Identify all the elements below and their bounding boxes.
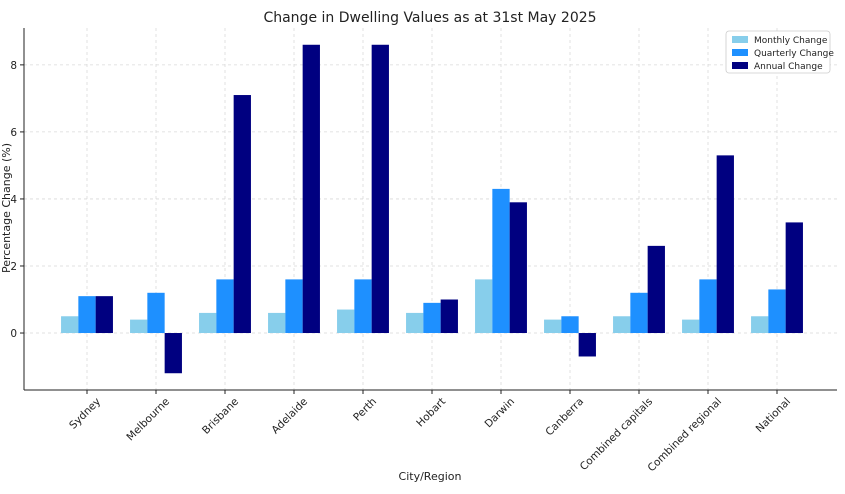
bar — [354, 279, 372, 334]
legend-label: Monthly Change — [754, 36, 828, 46]
x-tick-label: Combined capitals — [578, 396, 655, 473]
bar — [216, 279, 234, 334]
x-axis-label: City/Region — [399, 470, 462, 483]
bar — [492, 188, 510, 334]
bar — [78, 296, 96, 334]
legend: Monthly Change Quarterly Change Annual Cha… — [725, 30, 834, 74]
bar — [578, 333, 596, 357]
x-tick-label: Perth — [351, 396, 379, 424]
bar — [647, 245, 665, 334]
bar — [751, 316, 769, 334]
bar — [164, 333, 182, 374]
bars — [61, 44, 803, 374]
y-tick-labels: 0 2 4 6 8 — [10, 60, 17, 340]
x-tick-label: Hobart — [414, 396, 448, 430]
y-tick-label: 8 — [10, 60, 17, 72]
y-tick-label: 0 — [10, 328, 17, 340]
bar — [406, 312, 424, 334]
gridlines — [24, 28, 837, 390]
bar — [302, 44, 320, 334]
bar — [440, 299, 458, 334]
bar — [768, 289, 786, 334]
bar — [544, 319, 562, 334]
bar — [130, 319, 148, 334]
y-tick-label: 6 — [10, 127, 17, 139]
x-tick-labels: Sydney Melbourne Brisbane Adelaide Perth Hoba… — [67, 396, 793, 475]
x-tick-label: Darwin — [482, 396, 517, 431]
bar — [630, 292, 648, 334]
x-tick-label: Combined regional — [645, 396, 724, 475]
legend-swatch — [732, 62, 748, 69]
y-axis-label: Percentage Change (%) — [0, 143, 13, 273]
chart-title: Change in Dwelling Values as at 31st May… — [263, 10, 596, 26]
legend-swatch — [732, 49, 748, 56]
bar — [785, 222, 803, 334]
bar — [147, 292, 165, 334]
bar — [613, 316, 631, 334]
bar — [61, 316, 79, 334]
bar — [268, 312, 286, 334]
legend-swatch — [732, 36, 748, 43]
bar — [199, 312, 217, 334]
x-tick-label: Brisbane — [200, 396, 241, 437]
bar — [337, 309, 355, 334]
bar — [285, 279, 303, 334]
bar — [682, 319, 700, 334]
legend-label: Quarterly Change — [754, 49, 834, 59]
bar — [95, 296, 113, 334]
bar — [699, 279, 717, 334]
legend-label: Annual Change — [754, 62, 823, 72]
x-tick-label: Sydney — [67, 396, 103, 432]
bar — [371, 44, 389, 334]
legend-box — [725, 30, 831, 74]
x-tick-label: Adelaide — [269, 396, 310, 437]
bar — [233, 95, 251, 334]
y-tick-label: 2 — [10, 261, 17, 273]
bar — [423, 302, 441, 334]
axes — [20, 28, 837, 394]
bar — [475, 279, 493, 334]
x-tick-label: Canberra — [543, 396, 586, 439]
bar — [716, 155, 734, 334]
bar — [561, 316, 579, 334]
bar — [509, 202, 527, 334]
y-tick-label: 4 — [10, 194, 17, 206]
x-tick-label: National — [754, 396, 793, 435]
x-tick-label: Melbourne — [124, 396, 172, 444]
